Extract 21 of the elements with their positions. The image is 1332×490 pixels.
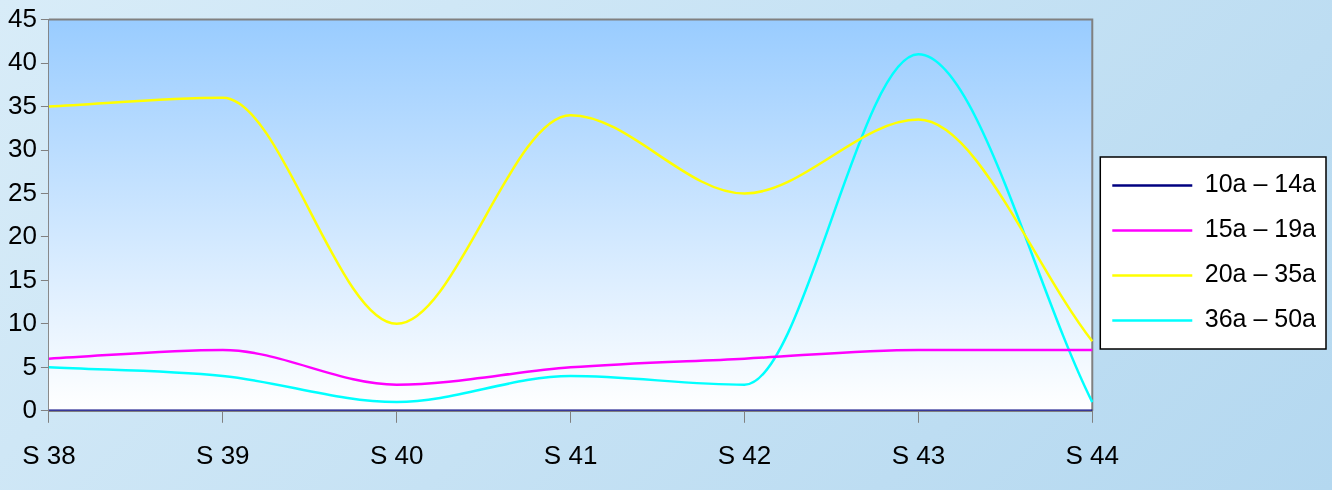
legend-label: 15a – 19a bbox=[1204, 214, 1317, 243]
x-tick-label: S 44 bbox=[1065, 439, 1120, 470]
y-tick-label: 25 bbox=[8, 176, 37, 207]
x-tick-label: S 41 bbox=[543, 439, 598, 470]
legend-label: 20a – 35a bbox=[1204, 259, 1317, 288]
y-tick-label: 0 bbox=[22, 393, 37, 424]
x-tick-label: S 42 bbox=[717, 439, 772, 470]
y-tick-label: 30 bbox=[8, 133, 37, 164]
y-tick-label: 40 bbox=[8, 46, 37, 77]
x-tick-label: S 40 bbox=[369, 439, 424, 470]
x-tick-label: S 43 bbox=[891, 439, 946, 470]
y-tick-label: 15 bbox=[8, 263, 37, 294]
y-tick-label: 45 bbox=[8, 2, 37, 33]
y-tick-label: 5 bbox=[22, 350, 37, 381]
y-tick-label: 35 bbox=[8, 89, 37, 120]
legend-label: 36a – 50a bbox=[1204, 304, 1317, 333]
x-tick-label: S 39 bbox=[196, 439, 250, 470]
legend-label: 10a – 14a bbox=[1204, 169, 1317, 198]
y-tick-label: 10 bbox=[8, 307, 37, 338]
x-tick-label: S 38 bbox=[22, 439, 76, 470]
y-tick-label: 20 bbox=[8, 220, 37, 251]
